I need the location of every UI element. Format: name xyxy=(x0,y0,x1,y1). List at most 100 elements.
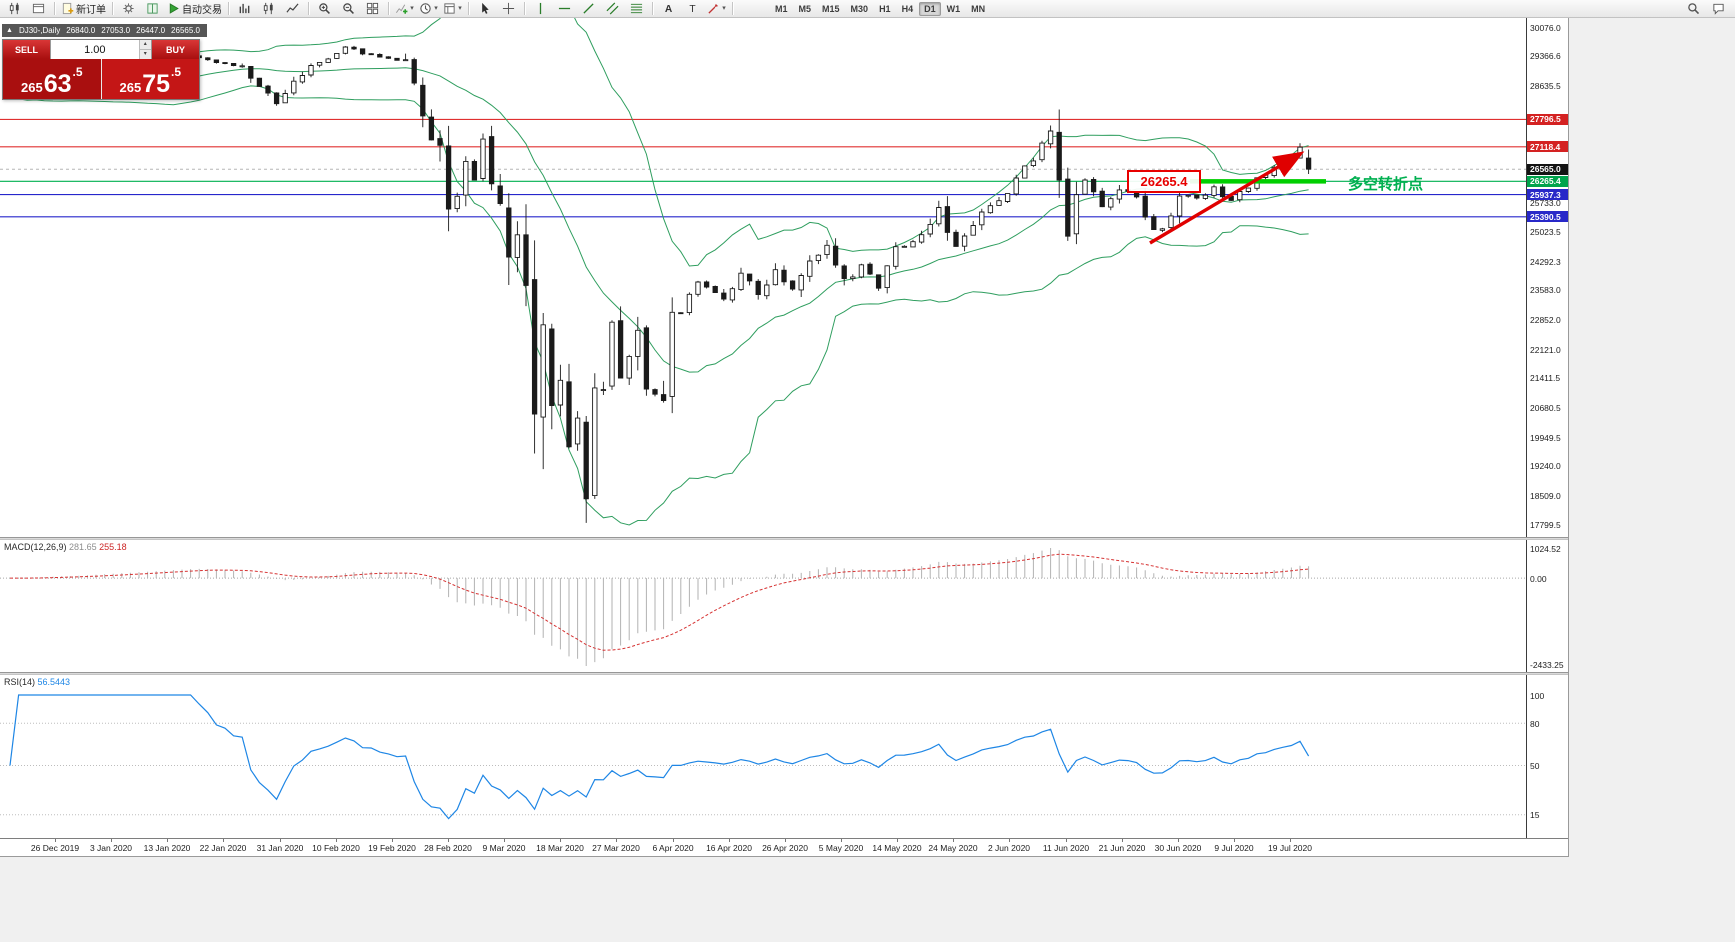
main-chart-canvas[interactable] xyxy=(0,18,1526,537)
text-label-icon[interactable]: T xyxy=(681,1,704,17)
workspace-bottom-area xyxy=(0,857,1569,942)
date-label: 6 Apr 2020 xyxy=(652,843,694,853)
panel-splitter[interactable] xyxy=(0,672,1568,675)
new-order-button[interactable]: 新订单 xyxy=(59,1,108,17)
fibo-glyph xyxy=(630,3,643,14)
period-icon[interactable]: ▾ xyxy=(417,1,440,17)
trendline-icon[interactable] xyxy=(577,1,600,17)
rsi-canvas[interactable] xyxy=(0,675,1526,838)
rsi-scale-label: 100 xyxy=(1530,690,1545,701)
trade-panel-toggle-icon[interactable]: ▲ xyxy=(6,27,13,34)
zoom-out-glyph xyxy=(343,3,354,14)
date-tick xyxy=(616,839,617,842)
templates-icon[interactable]: ▾ xyxy=(441,1,464,17)
charts-window-icon[interactable] xyxy=(3,1,26,17)
candles-glyph xyxy=(9,2,19,15)
crosshair-icon[interactable] xyxy=(497,1,520,17)
macd-scale-min: -2433.25 xyxy=(1530,660,1564,670)
arrows-icon[interactable]: ▾ xyxy=(705,1,728,17)
tile-windows-icon[interactable] xyxy=(361,1,384,17)
price-axis[interactable]: 30076.0 29366.6 28635.5 25733.0 25023.5 24292… xyxy=(1526,18,1568,838)
timeframe-m15-button[interactable]: M15 xyxy=(822,3,840,14)
timeframe-group: M1 M5 M15 M30 H1 H4 D1 W1 MN xyxy=(770,1,990,16)
vline-glyph xyxy=(539,2,542,15)
strategy-tester-icon[interactable] xyxy=(141,1,164,17)
buy-button[interactable]: BUY xyxy=(152,40,199,59)
timeframe-d1-button[interactable]: D1 xyxy=(919,1,941,16)
date-tick xyxy=(1290,839,1291,842)
toolbar-separator xyxy=(732,2,733,15)
timeframe-m30-button[interactable]: M30 xyxy=(850,3,869,14)
date-axis[interactable]: 26 Dec 2019 3 Jan 2020 13 Jan 2020 22 Jan 2… xyxy=(0,838,1568,856)
timeframe-m5-button[interactable]: M5 xyxy=(798,3,812,14)
horizontal-line-icon[interactable] xyxy=(553,1,576,17)
play-glyph xyxy=(169,3,179,14)
chevron-down-icon: ▾ xyxy=(722,4,726,12)
candlestick-chart-icon[interactable] xyxy=(257,1,280,17)
ohlc-high: 27053.0 xyxy=(101,26,131,35)
toolbar-separator xyxy=(308,2,309,15)
price-level-badge: 26565.0 xyxy=(1527,163,1568,175)
panel-splitter[interactable] xyxy=(0,537,1568,540)
volume-increase-button[interactable]: ▴ xyxy=(139,40,151,50)
cursor-icon[interactable] xyxy=(473,1,496,17)
price-level-badge: 25390.5 xyxy=(1527,211,1568,223)
date-label: 3 Jan 2020 xyxy=(89,843,133,853)
date-tick xyxy=(1009,839,1010,842)
timeframe-m1-button[interactable]: M1 xyxy=(775,3,788,14)
equidistant-channel-icon[interactable] xyxy=(601,1,624,17)
svg-text:T: T xyxy=(689,4,695,15)
macd-canvas[interactable] xyxy=(0,540,1526,672)
candles-glyph xyxy=(263,2,273,15)
tile-glyph xyxy=(366,2,379,15)
line-chart-icon[interactable] xyxy=(281,1,304,17)
date-tick xyxy=(111,839,112,842)
toolbar-separator xyxy=(112,2,113,15)
date-tick xyxy=(167,839,168,842)
date-tick xyxy=(1178,839,1179,842)
timeframe-h4-button[interactable]: H4 xyxy=(901,3,914,14)
chat-icon[interactable] xyxy=(1707,1,1730,17)
timeframe-mn-button[interactable]: MN xyxy=(971,3,986,14)
line-glyph xyxy=(286,3,299,13)
profiles-icon[interactable] xyxy=(27,1,50,17)
add-indicator-icon[interactable]: ▾ xyxy=(393,1,416,17)
price-level-badge: 27796.5 xyxy=(1527,113,1568,125)
toolbar-separator xyxy=(652,2,653,15)
zoom-out-icon[interactable] xyxy=(337,1,360,17)
bar-chart-icon[interactable] xyxy=(233,1,256,17)
vertical-line-icon[interactable] xyxy=(529,1,552,17)
book-glyph xyxy=(147,3,158,14)
price-tick-label: 29366.6 xyxy=(1530,51,1561,62)
sell-price-box[interactable]: 265 63.5 xyxy=(3,59,102,99)
window-glyph xyxy=(32,3,45,14)
macd-signal-value: 255.18 xyxy=(99,542,127,552)
bars-glyph xyxy=(239,3,250,14)
svg-text:A: A xyxy=(665,4,673,15)
text-icon[interactable]: A xyxy=(657,1,680,17)
price-level-annotation-box[interactable]: 26265.4 xyxy=(1127,170,1201,193)
date-tick xyxy=(448,839,449,842)
volume-decrease-button[interactable]: ▾ xyxy=(139,50,151,59)
timeframe-w1-button[interactable]: W1 xyxy=(946,3,961,14)
rsi-value: 56.5443 xyxy=(37,677,71,687)
toolbar-separator xyxy=(468,2,469,15)
macd-indicator-label: MACD(12,26,9) 281.65 255.18 xyxy=(4,542,127,552)
search-icon[interactable] xyxy=(1682,1,1705,17)
volume-box: ▴ ▾ xyxy=(50,40,152,59)
sell-button[interactable]: SELL xyxy=(3,40,50,59)
price-level-badge: 26265.4 xyxy=(1527,175,1568,187)
zoom-in-icon[interactable] xyxy=(313,1,336,17)
date-tick xyxy=(953,839,954,842)
metaeditor-icon[interactable] xyxy=(117,1,140,17)
price-tick-label: 17799.5 xyxy=(1530,519,1561,530)
buy-price-box[interactable]: 265 75.5 xyxy=(101,59,199,99)
macd-main-value: 281.65 xyxy=(69,542,97,552)
turning-point-label: 多空转折点 xyxy=(1348,176,1424,193)
price-tick-label: 25733.0 xyxy=(1530,198,1561,209)
fibonacci-icon[interactable] xyxy=(625,1,648,17)
auto-trading-button[interactable]: 自动交易 xyxy=(165,1,224,17)
chart-window[interactable]: ▲ DJ30-,Daily 26840.0 27053.0 26447.0 26… xyxy=(0,18,1569,857)
timeframe-h1-button[interactable]: H1 xyxy=(879,3,891,14)
volume-input[interactable] xyxy=(51,40,139,59)
